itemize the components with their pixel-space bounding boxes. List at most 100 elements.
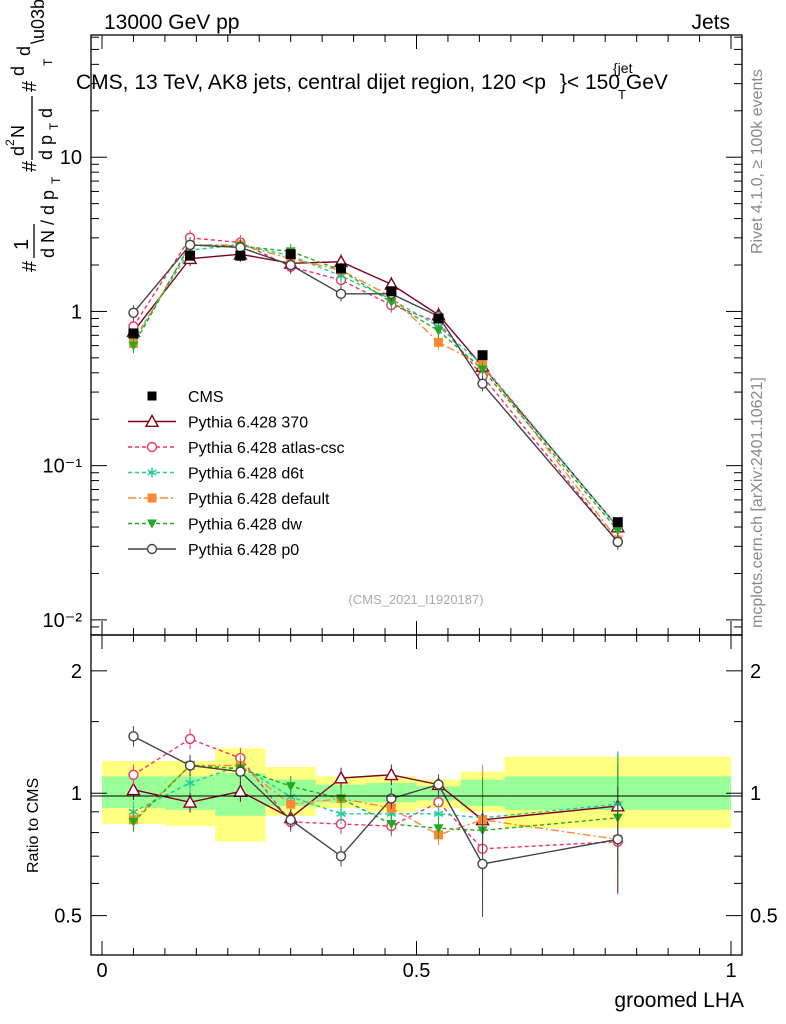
ratio-point-p0 — [335, 850, 347, 862]
chart-title-sup: {jet — [613, 60, 633, 76]
series-point-default — [434, 337, 444, 347]
axis-ticks: 0 0.5 1 10 1 10⁻¹ 10⁻² 2 2 1 1 0.5 0.5 — [43, 35, 778, 982]
series-point-dw — [612, 526, 623, 536]
ratio-point-dw — [336, 794, 347, 804]
legend-label-p370: Pythia 6.428 370 — [188, 415, 308, 432]
legend-label-cms: CMS — [188, 389, 224, 406]
series-point-p0 — [235, 242, 246, 253]
svg-text:#: # — [19, 260, 41, 272]
y-tick-label-ratio-right: 2 — [750, 661, 761, 683]
legend-marker-default — [147, 493, 157, 503]
y-tick-label-main: 1 — [71, 301, 82, 323]
ratio-point-dw — [386, 820, 397, 830]
x-tick-label: 0.5 — [403, 960, 431, 982]
svg-text:T: T — [41, 58, 55, 66]
series-point-dw — [477, 365, 488, 375]
series-point-p0 — [612, 536, 623, 548]
legend-label-atlas: Pythia 6.428 atlas-csc — [188, 440, 345, 457]
series-point-p0 — [477, 378, 488, 389]
series-line-d6t — [132, 244, 619, 528]
legend-item-p0: Pythia 6.428 p0 — [128, 542, 299, 559]
legend-item-dw: Pythia 6.428 dw — [128, 517, 302, 534]
cms-point — [612, 517, 623, 528]
svg-text:d: d — [8, 146, 28, 156]
side-rivet-label: Rivet 4.1.0, ≥ 100k events — [749, 69, 766, 254]
ratio-point-dw — [128, 817, 139, 827]
chart-title-tail: }< 150 GeV — [560, 71, 668, 94]
ratio-point-default — [286, 799, 296, 809]
ratio-point-p0 — [612, 834, 623, 845]
legend-item-atlas: Pythia 6.428 atlas-csc — [128, 440, 345, 457]
svg-text:#: # — [19, 160, 41, 172]
chart-title-p: p — [534, 71, 546, 94]
ratio-point-p0 — [477, 858, 488, 870]
y-axis-label-ratio: Ratio to CMS — [25, 778, 42, 873]
ratio-point-atlas — [128, 769, 139, 780]
chart-title-main: CMS, 13 TeV, AK8 jets, central dijet reg… — [76, 71, 534, 94]
chart-title: CMS, 13 TeV, AK8 jets, central dijet reg… — [76, 71, 668, 94]
svg-text:2: 2 — [3, 139, 17, 146]
svg-text:\u03bb: \u03bb — [28, 0, 48, 44]
svg-text:T: T — [49, 176, 63, 184]
x-tick-label: 1 — [725, 960, 736, 982]
svg-text:d N / d p: d N / d p — [38, 190, 58, 258]
ratio-point-p370 — [333, 770, 349, 784]
ratio-point-p370 — [182, 794, 198, 808]
legend-marker-atlas — [146, 441, 158, 453]
series-point-dw — [128, 341, 139, 351]
legend-item-d6t: Pythia 6.428 d6t — [128, 466, 304, 483]
ratio-point-d6t — [336, 808, 346, 819]
ratio-point-p0 — [235, 766, 246, 777]
legend-item-p370: Pythia 6.428 370 — [128, 414, 308, 432]
y-axis-label-main: # 1 d N / d p T # d 2 N d p T d # d T d … — [3, 0, 63, 272]
y-tick-label-main: 10⁻² — [43, 610, 83, 632]
series-line-atlas — [132, 237, 619, 543]
ratio-point-p0 — [386, 793, 397, 804]
cms-point — [128, 328, 139, 339]
y-tick-label-ratio: 1 — [71, 783, 82, 805]
side-mcplots-label: mcplots.cern.ch [arXiv:2401.10621] — [749, 377, 766, 628]
legend-marker-cms — [147, 391, 157, 401]
legend-label-dw: Pythia 6.428 dw — [188, 517, 302, 534]
y-tick-label-main: 10 — [60, 147, 82, 169]
cms-point — [285, 249, 296, 260]
series-point-p0 — [285, 259, 296, 271]
ratio-point-d6t — [185, 777, 195, 788]
main-series — [126, 230, 625, 550]
ratio-point-atlas — [184, 733, 196, 745]
svg-text:#: # — [19, 80, 41, 92]
ratio-point-p370 — [126, 782, 141, 796]
legend-marker-d6t — [147, 467, 157, 478]
legend-label-d6t: Pythia 6.428 d6t — [188, 466, 304, 483]
ratio-point-p0 — [128, 731, 139, 742]
y-tick-label-ratio-right: 0.5 — [750, 906, 778, 928]
y-tick-label-ratio: 0.5 — [54, 906, 82, 928]
ratio-point-d6t — [433, 808, 444, 819]
series-point-dw — [386, 298, 397, 308]
cms-point — [477, 350, 488, 361]
ratio-point-p370 — [384, 767, 399, 781]
series-point-p0 — [128, 307, 139, 318]
ratio-point-p0 — [184, 760, 196, 771]
ratio-point-dw — [285, 782, 296, 792]
cms-point — [235, 250, 246, 261]
cms-point — [336, 263, 347, 274]
legend-label-default: Pythia 6.428 default — [188, 491, 330, 508]
legend-marker-p0 — [146, 543, 158, 555]
svg-text:d: d — [36, 108, 56, 118]
cms-point — [433, 313, 444, 324]
svg-text:d: d — [8, 66, 28, 76]
legend-label-p0: Pythia 6.428 p0 — [188, 542, 299, 559]
cms-point — [386, 286, 397, 297]
svg-text:d p: d p — [36, 135, 56, 160]
series-point-dw — [433, 326, 444, 336]
header-jets: Jets — [691, 11, 730, 34]
legend-marker-p370 — [144, 414, 160, 427]
ratio-point-p0 — [285, 814, 296, 826]
chart-title-sub: T — [618, 87, 626, 102]
y-tick-label-main: 10⁻¹ — [43, 456, 83, 478]
y-tick-label-ratio: 2 — [71, 661, 82, 683]
watermark: (CMS_2021_I1920187) — [348, 592, 483, 607]
x-axis-label: groomed LHA — [614, 989, 744, 1012]
